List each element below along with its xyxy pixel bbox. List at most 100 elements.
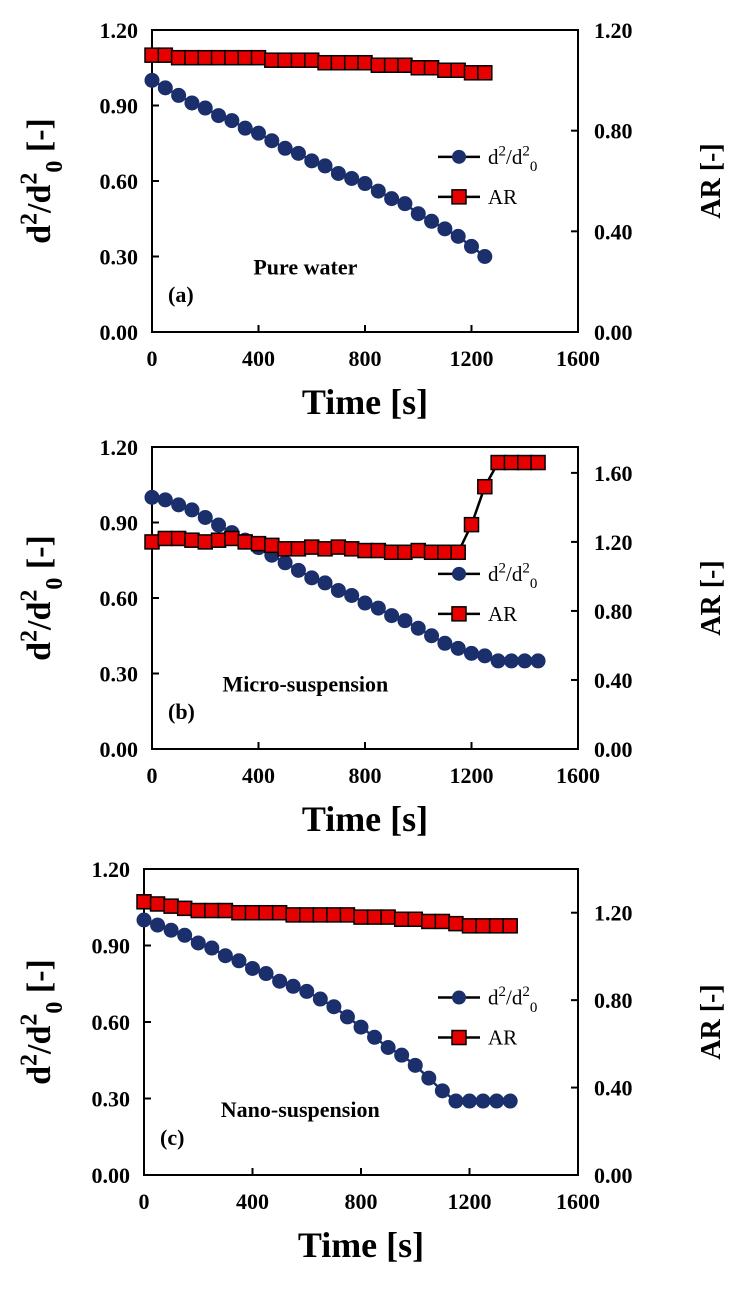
data-point-circle <box>237 120 253 136</box>
data-point-circle <box>245 960 260 976</box>
data-point-square <box>423 60 440 76</box>
y-left-axis-title: d2/d20 [-] <box>16 959 68 1085</box>
data-point-circle <box>211 517 227 533</box>
data-point-circle <box>144 72 160 88</box>
data-point-square <box>163 898 179 914</box>
y-right-tick-label: 0.40 <box>594 1076 633 1101</box>
data-point-square <box>461 918 478 934</box>
y-left-tick-label: 1.20 <box>92 857 131 882</box>
data-point-square <box>184 532 200 548</box>
data-point-square <box>210 532 227 548</box>
data-point-square <box>264 52 280 68</box>
data-point-square <box>285 907 301 923</box>
data-point-square <box>217 902 234 919</box>
legend-label: AR <box>488 185 517 209</box>
data-point-circle <box>285 978 301 994</box>
data-point-circle <box>407 1057 423 1073</box>
data-point-circle <box>171 497 187 513</box>
data-point-square <box>407 911 423 928</box>
x-tick-label: 0 <box>147 346 158 371</box>
data-point-square <box>317 541 333 557</box>
data-point-circle <box>464 238 479 254</box>
data-point-circle <box>330 582 346 598</box>
data-point-circle <box>264 133 280 149</box>
y-left-tick-label: 1.20 <box>100 435 139 460</box>
data-point-square <box>264 537 280 554</box>
data-point-square <box>290 541 307 557</box>
data-point-circle <box>157 492 173 508</box>
data-point-square <box>370 57 387 73</box>
data-point-circle <box>317 158 333 174</box>
data-point-circle <box>357 176 373 192</box>
data-point-circle <box>330 165 346 181</box>
data-point-square <box>490 454 506 471</box>
y-right-tick-label: 0.40 <box>594 668 633 693</box>
data-point-circle <box>184 95 200 111</box>
y-right-tick-label: 1.20 <box>594 901 633 926</box>
data-point-square <box>503 454 520 471</box>
data-point-square <box>304 52 320 68</box>
x-tick-label: 800 <box>349 346 382 371</box>
legend-label: d2/d20 <box>488 560 537 592</box>
data-point-circle <box>299 983 315 999</box>
data-point-circle <box>450 228 466 244</box>
data-point-circle <box>258 966 274 982</box>
data-point-square <box>170 530 187 547</box>
data-point-square <box>224 530 240 547</box>
y-right-tick-label: 0.00 <box>594 1163 633 1188</box>
x-axis-title: Time [s] <box>302 799 428 839</box>
x-tick-label: 1600 <box>556 1189 600 1214</box>
y-left-tick-label: 1.20 <box>100 18 139 43</box>
data-point-circle <box>163 922 179 938</box>
data-point-square <box>231 904 247 921</box>
data-point-circle <box>424 213 440 229</box>
data-point-circle <box>317 575 333 591</box>
x-tick-label: 1200 <box>448 1189 492 1214</box>
data-point-square <box>448 915 464 932</box>
data-point-square <box>210 49 227 66</box>
data-point-circle <box>344 587 360 603</box>
data-point-square <box>517 454 533 471</box>
y-right-axis-title: AR [-] <box>696 143 727 218</box>
data-point-square <box>357 542 373 559</box>
data-point-circle <box>437 635 453 651</box>
y-right-tick-label: 0.00 <box>594 320 633 345</box>
data-point-square <box>343 54 360 71</box>
data-point-square <box>450 62 466 79</box>
data-point-square <box>477 65 493 81</box>
data-point-circle <box>397 196 413 212</box>
y-left-tick-label: 0.30 <box>100 662 139 687</box>
legend-marker-square <box>451 1029 467 1046</box>
data-point-square <box>383 544 400 561</box>
data-point-circle <box>462 1093 477 1109</box>
data-point-square <box>326 907 342 923</box>
x-axis-title: Time [s] <box>302 382 428 422</box>
data-point-square <box>170 49 187 66</box>
data-point-square <box>502 918 518 934</box>
data-point-circle <box>224 113 240 129</box>
x-axis-title: Time [s] <box>298 1225 424 1265</box>
data-point-square <box>204 902 220 919</box>
data-point-circle <box>475 1093 491 1109</box>
data-point-square <box>258 904 274 921</box>
data-point-circle <box>304 570 320 586</box>
data-point-square <box>370 542 387 559</box>
data-point-square <box>144 47 160 63</box>
data-point-square <box>330 54 347 71</box>
data-point-square <box>224 49 240 66</box>
data-point-circle <box>489 1093 505 1109</box>
data-point-circle <box>410 620 426 636</box>
data-point-square <box>304 539 320 555</box>
data-point-square <box>423 544 440 561</box>
data-point-circle <box>477 249 493 264</box>
legend-label: d2/d20 <box>488 984 537 1016</box>
data-point-square <box>136 894 152 910</box>
data-point-square <box>450 544 466 561</box>
data-point-circle <box>339 1009 355 1025</box>
data-point-square <box>157 530 174 547</box>
panel-label: (a) <box>168 282 194 307</box>
data-point-square <box>353 909 369 925</box>
data-point-circle <box>357 595 373 611</box>
y-right-tick-label: 0.40 <box>594 219 633 244</box>
data-point-square <box>366 909 383 925</box>
